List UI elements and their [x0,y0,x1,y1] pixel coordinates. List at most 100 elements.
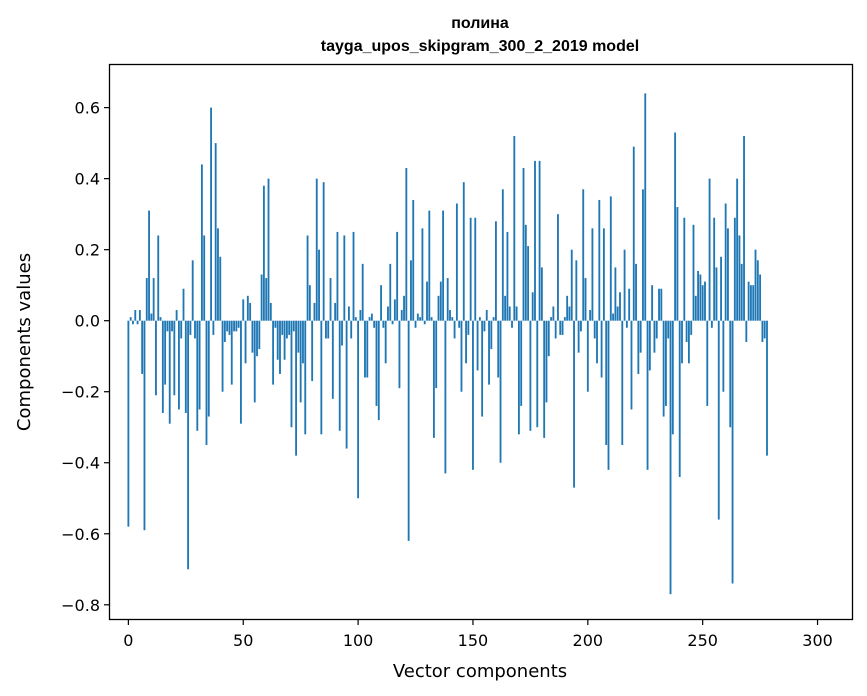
bar [403,295,405,321]
bar [451,317,454,321]
bar [329,278,332,321]
bar [545,320,548,403]
bar [279,320,281,374]
bar [536,320,539,428]
bar [531,292,534,321]
bar [132,320,134,325]
bar [228,320,231,335]
bar [419,317,422,321]
bar [538,160,541,321]
bar [295,320,297,456]
bar [364,320,366,378]
bar [230,320,233,385]
bar [706,320,709,406]
bar [288,320,291,335]
bar [632,146,635,321]
bar [710,320,713,328]
bar [759,274,762,321]
bar [731,320,734,584]
bar [375,320,378,406]
y-tick-label: 0.0 [75,312,100,331]
bar [276,320,279,360]
bar [584,278,587,321]
bar [692,224,695,321]
bar [233,320,235,332]
bar [577,320,580,353]
bar [138,310,141,321]
bar [373,320,376,328]
bar [614,267,617,321]
bar [687,320,690,364]
bar [444,320,447,474]
bar [432,320,435,438]
bar [313,302,316,321]
bar [161,320,164,414]
bar [747,281,750,321]
bar [573,320,575,488]
bar [396,231,399,321]
bar [331,320,334,399]
bar [655,320,658,339]
bar [370,313,373,321]
bar [308,285,311,321]
bar [738,235,741,321]
bar [557,214,559,321]
bar [345,320,348,449]
bar [368,317,371,321]
x-tick-label: 100 [343,631,374,650]
bar [465,320,467,364]
bar [334,302,337,321]
bar [701,285,704,321]
bar [575,260,578,321]
bar [155,320,157,396]
bar [391,320,394,325]
bar [446,278,449,321]
bar [501,189,504,321]
bar [504,295,507,321]
bar [513,136,516,321]
bar [589,310,592,321]
bar [196,320,199,431]
bar [382,320,385,328]
bar [265,278,268,321]
bar [658,288,660,321]
bar [387,306,389,321]
bar [180,320,183,339]
bar [134,310,137,321]
bar [619,292,621,321]
bar [244,320,247,364]
bar [318,249,320,321]
bar [350,320,353,339]
y-tick-label: 0.2 [75,241,100,260]
bar [302,320,304,364]
bar [722,320,725,392]
bar [547,320,550,357]
bar [481,320,484,417]
bar [495,221,497,321]
bar [306,235,309,321]
bar [327,320,330,339]
bar [596,320,598,364]
bar [678,320,681,477]
bar [490,320,493,350]
bar [642,189,644,321]
x-tick-label: 250 [687,631,718,650]
bar [469,217,472,321]
bar [460,320,463,392]
bar [665,320,667,406]
bar [648,320,651,371]
bar [515,306,518,321]
bar [674,132,677,321]
bar [152,278,155,321]
bar [554,320,557,339]
bar [198,320,201,410]
bar [529,320,532,431]
bar [462,182,465,321]
bar [676,207,679,321]
bar [173,320,176,396]
bar [625,320,628,328]
bar [761,320,764,342]
bar [667,320,670,339]
y-tick-label: −0.4 [61,454,100,473]
